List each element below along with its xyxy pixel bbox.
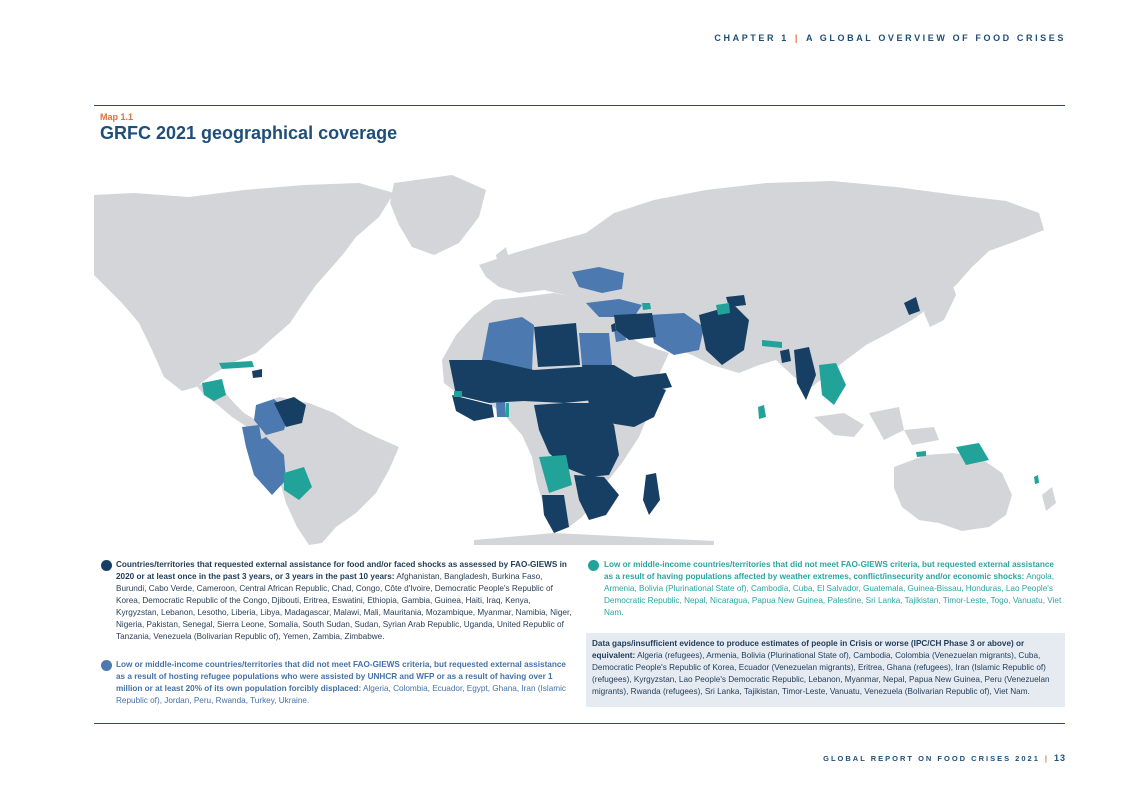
world-map-svg <box>94 175 1056 545</box>
region-libya <box>534 323 580 367</box>
antarctica-land <box>474 533 714 545</box>
legend-item-2: Low or middle-income countries/territori… <box>116 659 573 707</box>
region-dprk <box>904 297 920 315</box>
region-myanmar <box>794 347 816 400</box>
north-america-land <box>94 183 394 391</box>
legend-item-2-countries: Algeria, Colombia, Ecuador, Egypt, Ghana… <box>116 684 566 705</box>
region-tajikistan <box>716 303 730 315</box>
legend-dot-category-2 <box>101 660 112 671</box>
region-namibia <box>542 495 569 533</box>
region-egypt <box>579 333 612 365</box>
region-algeria <box>482 317 534 373</box>
region-afghanistan-pakistan <box>699 305 749 365</box>
region-syria-iraq <box>614 313 656 340</box>
region-west-africa-coast <box>452 395 494 421</box>
region-ukraine <box>572 267 624 293</box>
map-label: Map 1.1 <box>100 112 134 122</box>
uk-land <box>496 247 510 270</box>
region-papua-new-guinea <box>956 443 989 465</box>
region-sri-lanka <box>758 405 766 419</box>
region-haiti <box>252 369 262 378</box>
region-kyrgyzstan <box>726 295 746 307</box>
region-venezuela <box>274 397 306 427</box>
region-togo <box>506 403 509 417</box>
world-map <box>94 155 1065 545</box>
footer-report-title: GLOBAL REPORT ON FOOD CRISES 2021 <box>823 754 1040 763</box>
region-southern-africa <box>574 475 619 520</box>
top-rule <box>94 105 1065 106</box>
eurasia-land <box>479 181 1044 387</box>
category-2-regions <box>242 267 704 495</box>
nz-land <box>1042 487 1056 511</box>
chapter-subtitle: A GLOBAL OVERVIEW OF FOOD CRISES <box>805 33 1066 43</box>
legend-item-3-heading: Low or middle-income countries/territori… <box>604 560 1054 581</box>
region-iran <box>649 313 704 355</box>
legend-item-3: Low or middle-income countries/territori… <box>604 559 1064 619</box>
page-number: 13 <box>1053 753 1066 763</box>
japan-land <box>924 275 956 327</box>
region-cuba <box>219 361 254 369</box>
footer-separator: | <box>1044 754 1049 763</box>
region-sudan-horn <box>582 365 666 427</box>
region-armenia <box>642 303 651 310</box>
greenland-land <box>390 175 486 255</box>
legend-item-1: Countries/territories that requested ext… <box>116 559 573 643</box>
bottom-rule <box>94 723 1065 724</box>
data-gaps-heading: Data gaps/insufficient evidence to produ… <box>592 639 1025 660</box>
chapter-number: CHAPTER 1 <box>714 33 789 43</box>
region-guinea-bissau <box>454 391 462 397</box>
legend-item-1-heading: Countries/territories that requested ext… <box>116 560 567 581</box>
indonesia-land <box>814 407 939 445</box>
region-turkey <box>586 299 642 317</box>
region-bangladesh <box>780 349 791 363</box>
region-ghana <box>496 401 506 417</box>
region-angola <box>539 455 572 493</box>
data-gaps-box: Data gaps/insufficient evidence to produ… <box>586 633 1065 707</box>
australia-land <box>894 453 1012 531</box>
region-timor-leste <box>916 451 926 457</box>
legend-item-3-countries: Angola, Armenia, Bolivia (Plurinational … <box>604 572 1062 617</box>
region-central-america <box>202 379 226 401</box>
region-yemen <box>634 373 672 393</box>
region-southeast-asia <box>819 363 846 405</box>
page-footer: GLOBAL REPORT ON FOOD CRISES 2021 | 13 <box>823 753 1066 763</box>
region-sahel <box>449 360 624 403</box>
region-nepal <box>762 340 782 348</box>
data-gaps-countries: Algeria (refugees), Armenia, Bolivia (Pl… <box>592 651 1050 696</box>
category-3-regions <box>202 303 1039 500</box>
legend-dot-category-1 <box>101 560 112 571</box>
region-lebanon <box>611 323 616 332</box>
map-title: GRFC 2021 geographical coverage <box>100 123 398 143</box>
region-madagascar <box>643 473 660 515</box>
chapter-header: CHAPTER 1 | A GLOBAL OVERVIEW OF FOOD CRIS… <box>714 33 1066 43</box>
legend-item-1-countries: Afghanistan, Bangladesh, Burkina Faso, B… <box>116 572 572 641</box>
category-1-regions <box>252 295 920 533</box>
legend-dot-category-3 <box>588 560 599 571</box>
south-america-land <box>254 397 399 545</box>
header-separator: | <box>794 33 800 43</box>
legend-item-2-heading: Low or middle-income countries/territori… <box>116 660 566 693</box>
region-vanuatu <box>1034 475 1039 484</box>
region-bolivia <box>284 467 312 500</box>
region-peru <box>246 437 286 495</box>
